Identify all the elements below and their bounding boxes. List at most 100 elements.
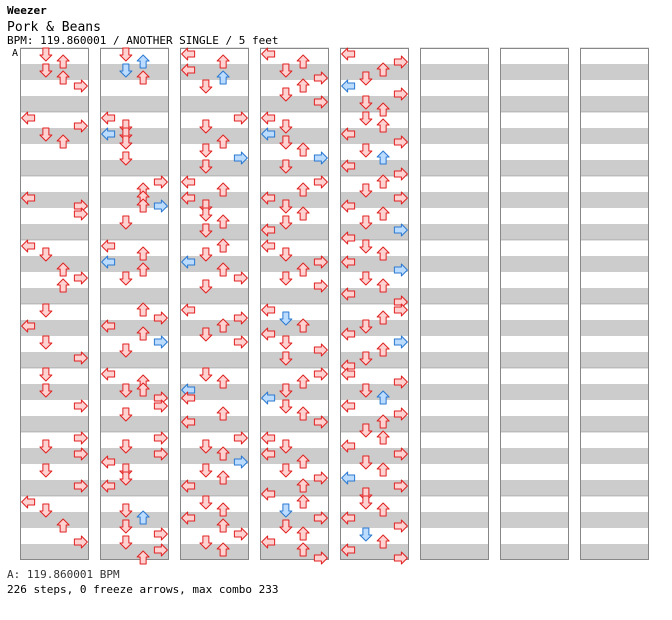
step-arrow-left (101, 111, 116, 125)
chart-column (20, 48, 89, 560)
step-arrow-down (39, 303, 53, 318)
step-arrow-down (199, 535, 213, 550)
step-arrow-down (359, 527, 373, 542)
step-arrow-down (359, 71, 373, 86)
step-arrow-right (393, 55, 408, 69)
step-arrow-down (199, 439, 213, 454)
step-arrow-up (136, 262, 150, 277)
step-arrow-right (313, 367, 328, 381)
step-arrow-down (119, 439, 133, 454)
step-arrow-right (153, 431, 168, 445)
step-arrow-up (376, 534, 390, 549)
step-arrow-left (181, 175, 196, 189)
step-arrow-left (341, 287, 356, 301)
step-arrow-down (119, 383, 133, 398)
step-arrow-down (119, 215, 133, 230)
step-arrow-down (39, 383, 53, 398)
step-arrow-right (233, 335, 248, 349)
step-arrow-right (233, 431, 248, 445)
step-arrow-down (119, 535, 133, 550)
chart-column (260, 48, 329, 560)
step-arrow-right (393, 87, 408, 101)
step-arrow-down (279, 351, 293, 366)
step-arrow-up (136, 70, 150, 85)
step-arrow-right (393, 263, 408, 277)
step-arrow-up (216, 542, 230, 557)
step-arrow-right (153, 543, 168, 557)
step-arrow-down (39, 503, 53, 518)
step-arrow-right (393, 135, 408, 149)
step-arrow-left (261, 487, 276, 501)
step-arrow-right (313, 71, 328, 85)
step-arrow-up (376, 174, 390, 189)
chart-column (500, 48, 569, 560)
step-arrow-down (199, 495, 213, 510)
step-arrow-up (376, 502, 390, 517)
step-arrow-down (39, 47, 53, 62)
step-stats: 226 steps, 0 freeze arrows, max combo 23… (7, 583, 279, 596)
step-arrow-right (393, 479, 408, 493)
step-arrow-up (216, 70, 230, 85)
step-arrow-left (21, 191, 36, 205)
step-arrow-down (199, 279, 213, 294)
step-arrow-left (101, 367, 116, 381)
step-arrow-up (136, 382, 150, 397)
step-arrow-left (261, 127, 276, 141)
step-arrow-left (341, 47, 356, 61)
step-arrow-down (279, 383, 293, 398)
step-arrow-up (376, 206, 390, 221)
step-arrow-left (261, 223, 276, 237)
step-arrow-right (233, 151, 248, 165)
step-arrow-down (359, 495, 373, 510)
step-arrow-right (393, 167, 408, 181)
step-arrow-left (341, 399, 356, 413)
step-arrow-up (216, 406, 230, 421)
step-arrow-up (296, 54, 310, 69)
step-arrow-left (341, 127, 356, 141)
step-arrow-right (393, 223, 408, 237)
step-arrow-left (181, 511, 196, 525)
step-arrow-right (233, 111, 248, 125)
step-arrow-down (359, 351, 373, 366)
step-arrow-left (341, 199, 356, 213)
step-arrow-up (376, 62, 390, 77)
step-arrow-up (216, 446, 230, 461)
step-arrow-left (261, 431, 276, 445)
step-arrow-down (119, 343, 133, 358)
step-arrow-up (376, 430, 390, 445)
step-arrow-up (216, 374, 230, 389)
step-arrow-left (341, 543, 356, 557)
step-arrow-down (39, 127, 53, 142)
step-arrow-right (313, 175, 328, 189)
chart-column (340, 48, 409, 560)
step-arrow-left (101, 479, 116, 493)
step-arrow-down (279, 399, 293, 414)
step-arrow-right (313, 279, 328, 293)
step-arrow-down (39, 335, 53, 350)
step-arrow-right (73, 271, 88, 285)
step-arrow-up (296, 454, 310, 469)
step-arrow-left (261, 303, 276, 317)
step-arrow-down (119, 271, 133, 286)
bpm-marker: A (12, 48, 19, 59)
step-arrow-right (313, 511, 328, 525)
step-arrow-left (341, 327, 356, 341)
step-arrow-down (359, 455, 373, 470)
chart-column (420, 48, 489, 560)
step-arrow-down (359, 239, 373, 254)
chart-meta: BPM: 119.860001 / ANOTHER SINGLE / 5 fee… (7, 34, 279, 47)
step-arrow-right (73, 207, 88, 221)
step-arrow-down (199, 247, 213, 262)
step-arrow-down (279, 87, 293, 102)
step-arrow-down (119, 471, 133, 486)
step-arrow-left (341, 79, 356, 93)
step-arrow-left (101, 239, 116, 253)
step-arrow-left (101, 319, 116, 333)
step-arrow-down (279, 135, 293, 150)
step-arrow-right (73, 119, 88, 133)
step-arrow-right (393, 519, 408, 533)
step-arrow-left (261, 447, 276, 461)
step-arrow-up (376, 118, 390, 133)
step-arrow-up (376, 102, 390, 117)
